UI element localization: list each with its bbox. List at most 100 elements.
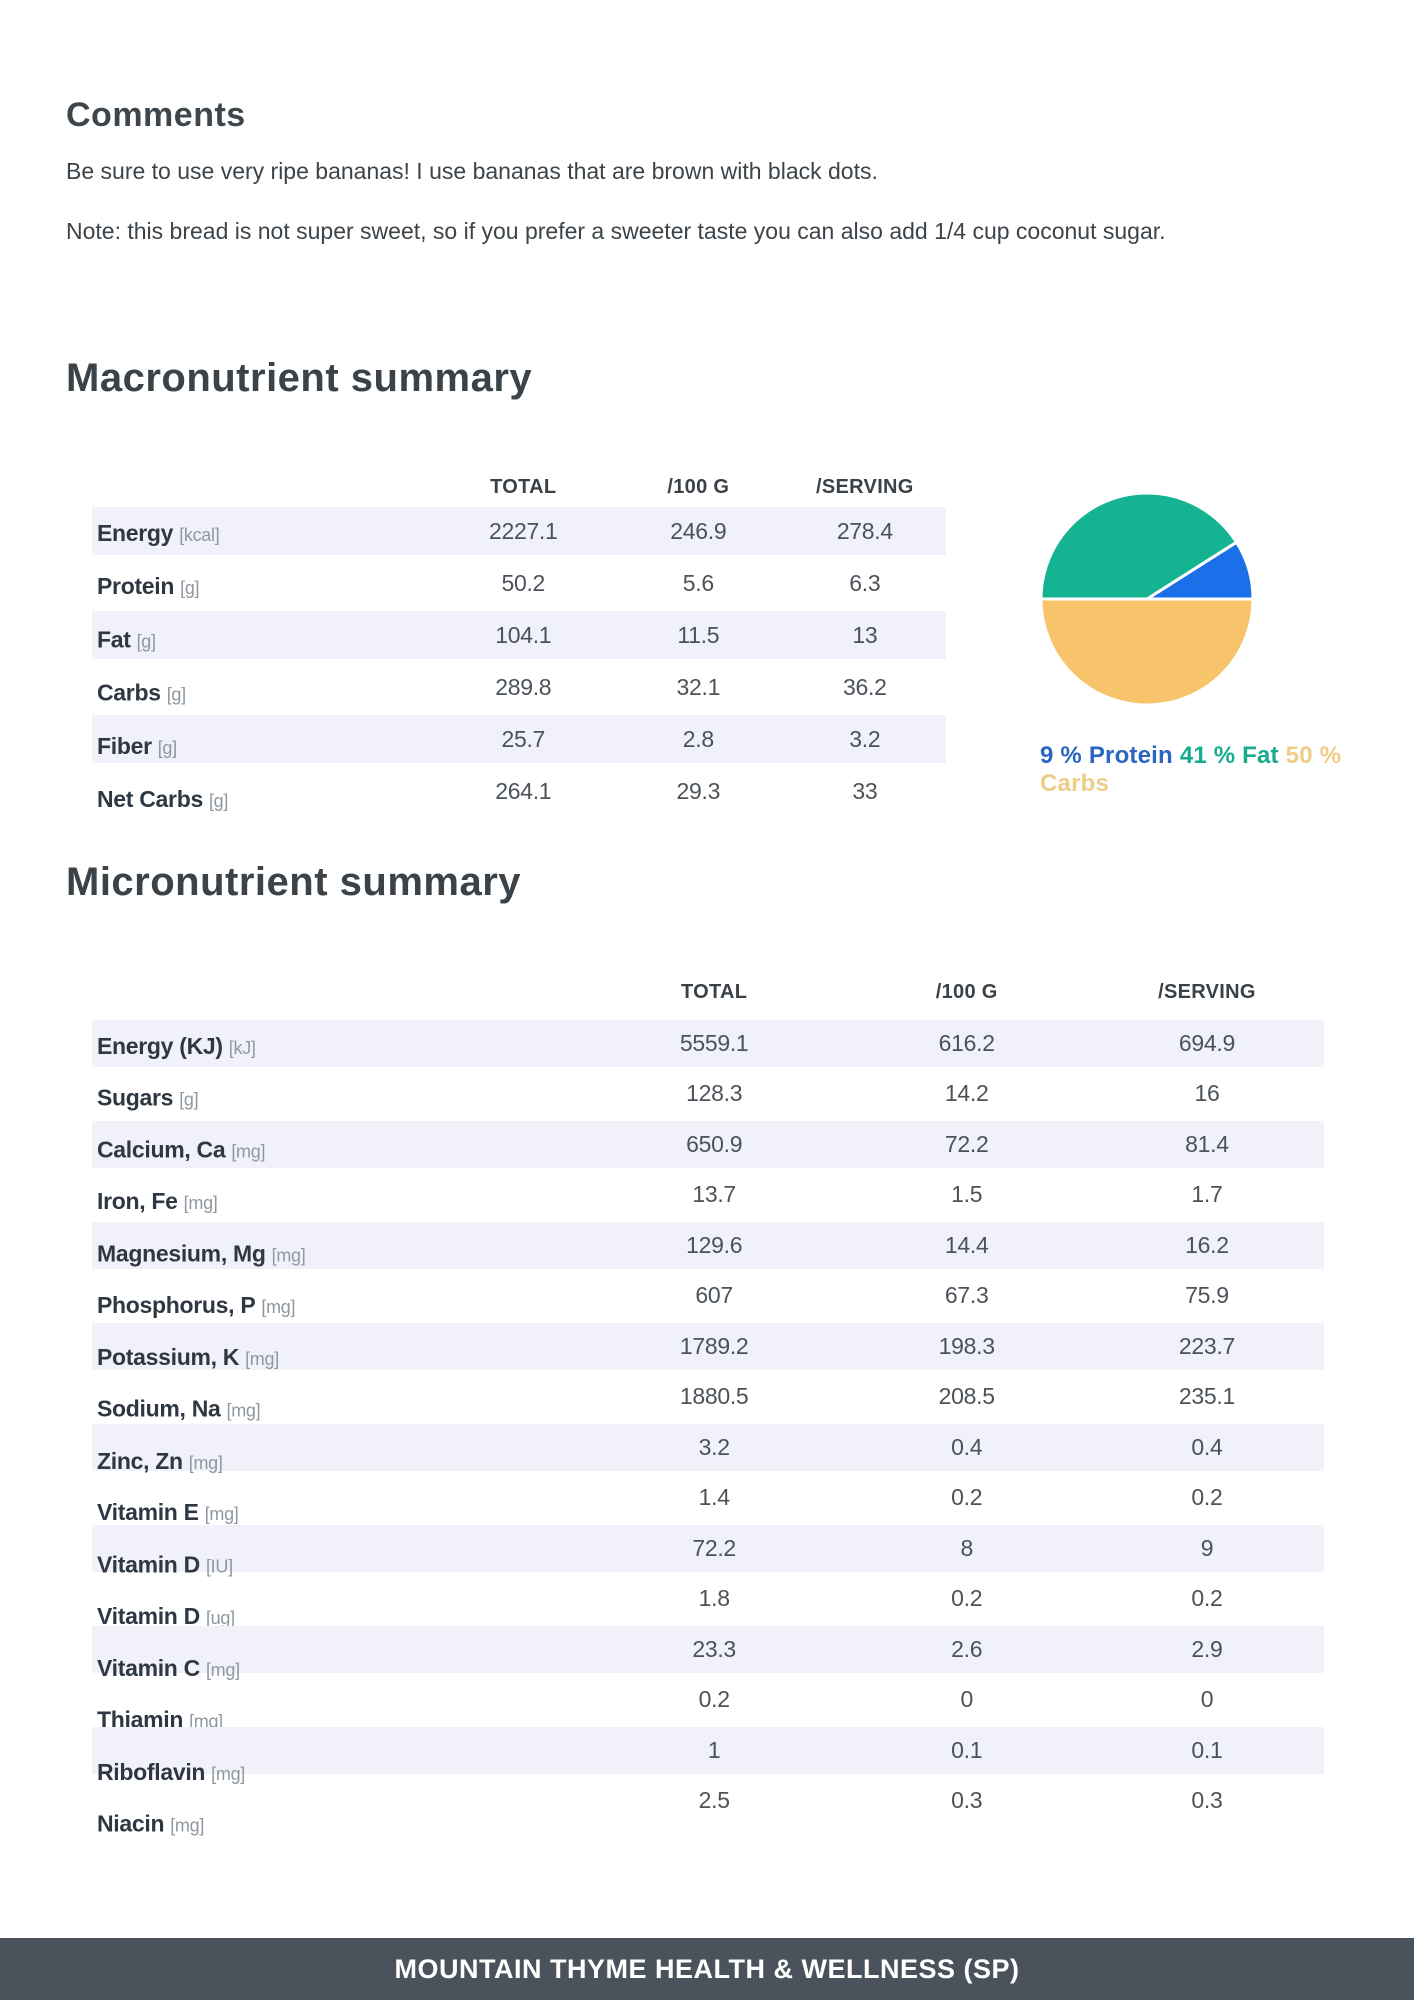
row-label: Fat [g] (92, 626, 434, 653)
nutrient-name: Sugars (97, 1084, 174, 1111)
value-cell: 36.2 (843, 673, 887, 700)
table-row: Net Carbs [g] 264.1 29.3 33 (92, 765, 946, 817)
nutrient-unit: [mg] (261, 1297, 296, 1318)
nutrient-unit: [mg] (183, 1193, 218, 1214)
value-cell: 0.2 (951, 1585, 983, 1612)
value-cell: 0.2 (1191, 1585, 1223, 1612)
value-cell: 2.8 (682, 725, 714, 752)
comments-paragraph-2: Note: this bread is not super sweet, so … (66, 218, 1166, 244)
value-cell: 2.5 (698, 1787, 730, 1814)
table-row: Sugars [g] 128.3 14.2 16 (92, 1069, 1324, 1120)
value-cell: 0 (1200, 1686, 1214, 1713)
value-cell: 33 (852, 777, 878, 804)
nutrient-unit: [mg] (189, 1711, 223, 1732)
table-row: Thiamin [mg] 0.2 0 0 (92, 1675, 1324, 1733)
row-label: Iron, Fe [mg] (92, 1188, 585, 1215)
value-cell: 2.9 (1191, 1635, 1223, 1662)
value-cell: 6.3 (849, 569, 881, 596)
value-cell: 50.2 (501, 569, 546, 596)
row-label: Riboflavin [mg] (92, 1759, 585, 1786)
value-cell: 223.7 (1178, 1332, 1235, 1359)
nutrient-name: Fat (97, 625, 131, 652)
table-row: Vitamin D [IU] 72.2 8 9 (92, 1523, 1324, 1578)
row-label: Sodium, Na [mg] (92, 1396, 585, 1423)
row-label: Potassium, K [mg] (92, 1344, 585, 1371)
macronutrient-pie-chart (1039, 491, 1255, 707)
table-row: Potassium, K [mg] 1789.2 198.3 223.7 (92, 1321, 1324, 1372)
value-cell: 1.8 (698, 1585, 730, 1612)
row-label: Calcium, Ca [mg] (92, 1136, 585, 1163)
table-row: Sodium, Na [mg] 1880.5 208.5 235.1 (92, 1372, 1324, 1423)
nutrient-name: Niacin (97, 1810, 165, 1837)
value-cell: 616.2 (938, 1029, 995, 1056)
macronutrient-table-header: TOTAL /100 G /SERVING (92, 474, 946, 500)
nutrient-name: Fiber (97, 732, 152, 759)
pie-caption-protein: 9 % Protein (1040, 742, 1173, 769)
nutrient-name: Vitamin D (97, 1551, 200, 1578)
nutrient-unit: [g] (157, 737, 177, 758)
nutrient-unit: [mg] (231, 1141, 266, 1162)
value-cell: 25.7 (501, 725, 546, 752)
column-header-total: TOTAL (681, 981, 748, 1003)
nutrient-unit: [kJ] (228, 1037, 256, 1058)
nutrient-unit: [mg] (204, 1504, 239, 1525)
value-cell: 1.7 (1191, 1181, 1223, 1208)
table-row: Niacin [mg] 2.5 0.3 0.3 (92, 1776, 1324, 1836)
comments-title: Comments (66, 96, 246, 134)
value-cell: 264.1 (495, 777, 552, 804)
table-row: Energy (KJ) [kJ] 5559.1 616.2 694.9 (92, 1018, 1324, 1069)
footer-text: MOUNTAIN THYME HEALTH & WELLNESS (SP) (394, 1953, 1020, 1984)
row-label: Fiber [g] (92, 732, 434, 759)
value-cell: 9 (1200, 1534, 1214, 1561)
value-cell: 0.4 (1191, 1433, 1223, 1460)
row-label: Net Carbs [g] (92, 786, 434, 813)
value-cell: 5.6 (682, 569, 714, 596)
nutrient-unit: [mg] (188, 1452, 223, 1473)
value-cell: 72.2 (944, 1130, 989, 1157)
value-cell: 1789.2 (679, 1332, 749, 1359)
comments-paragraph-1: Be sure to use very ripe bananas! I use … (66, 158, 878, 184)
nutrient-unit: [mg] (211, 1763, 245, 1784)
value-cell: 32.1 (676, 673, 721, 700)
value-cell: 67.3 (944, 1282, 989, 1309)
value-cell: 0.2 (698, 1686, 730, 1713)
nutrient-name: Magnesium, Mg (97, 1240, 266, 1267)
row-label: Vitamin E [mg] (92, 1499, 585, 1526)
nutrient-name: Energy (97, 519, 174, 546)
value-cell: 8 (960, 1534, 973, 1561)
nutrient-unit: [mg] (271, 1245, 306, 1266)
nutrient-name: Vitamin E (97, 1499, 199, 1526)
table-row: Riboflavin [mg] 1 0.1 0.1 (92, 1725, 1324, 1785)
value-cell: 16.2 (1185, 1231, 1229, 1258)
value-cell: 246.9 (670, 517, 727, 544)
value-cell: 694.9 (1178, 1029, 1235, 1056)
table-row: Calcium, Ca [mg] 650.9 72.2 81.4 (92, 1119, 1324, 1170)
column-header-total: TOTAL (490, 476, 557, 498)
table-row: Energy [kcal] 2227.1 246.9 278.4 (92, 505, 946, 557)
table-row: Zinc, Zn [mg] 3.2 0.4 0.4 (92, 1422, 1324, 1475)
nutrient-unit: [g] (208, 790, 229, 811)
value-cell: 0.1 (951, 1736, 983, 1763)
value-cell: 235.1 (1178, 1383, 1235, 1410)
nutrient-name: Sodium, Na (97, 1395, 221, 1422)
header-label-spacer (92, 979, 585, 1005)
value-cell: 13 (852, 621, 878, 648)
row-label: Energy [kcal] (92, 520, 434, 547)
row-label: Vitamin C [mg] (92, 1655, 585, 1682)
value-cell: 650.9 (686, 1130, 743, 1157)
row-label: Zinc, Zn [mg] (92, 1448, 585, 1475)
nutrient-name: Phosphorus, P (97, 1292, 256, 1319)
row-label: Sugars [g] (92, 1085, 585, 1112)
column-header-per100g: /100 G (935, 981, 998, 1003)
value-cell: 1.4 (698, 1484, 730, 1511)
table-row: Vitamin E [mg] 1.4 0.2 0.2 (92, 1473, 1324, 1526)
value-cell: 289.8 (495, 673, 552, 700)
value-cell: 0.2 (1191, 1484, 1223, 1511)
row-label: Energy (KJ) [kJ] (92, 1033, 585, 1060)
value-cell: 3.2 (849, 725, 881, 752)
table-row: Vitamin D [ug] 1.8 0.2 0.2 (92, 1574, 1324, 1629)
value-cell: 1 (707, 1736, 721, 1763)
nutrient-unit: [mg] (170, 1815, 205, 1836)
nutrient-name: Potassium, K (97, 1343, 240, 1370)
